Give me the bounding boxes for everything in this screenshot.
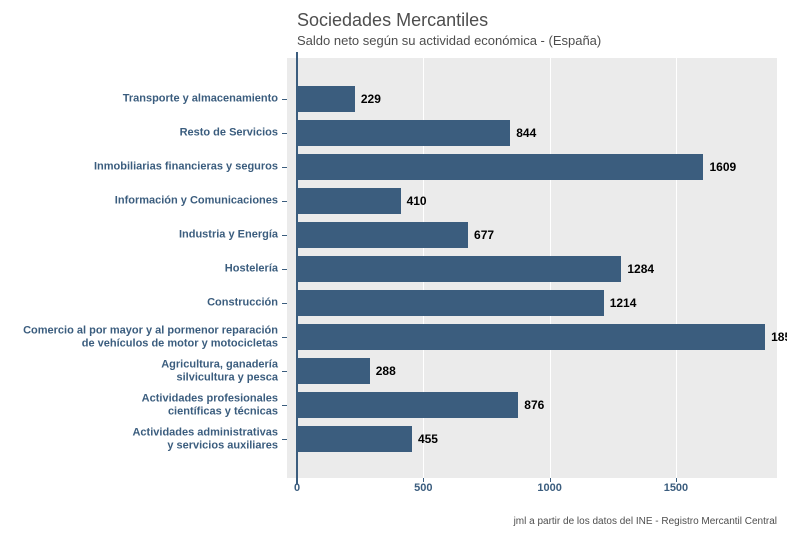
bar-row: Construcción 1214: [0, 286, 787, 320]
x-axis: 0 500 1000 1500: [0, 478, 787, 508]
chart-title: Sociedades Mercantiles: [297, 10, 601, 31]
bar-row: Agricultura, ganaderíasilvicultura y pes…: [0, 354, 787, 388]
bar: [297, 120, 510, 146]
chart-caption: jml a partir de los datos del INE - Regi…: [514, 516, 777, 527]
bar-value-label: 1853: [771, 330, 787, 344]
bar: [297, 392, 518, 418]
category-label: Hostelería: [0, 263, 278, 276]
plot-area: Transporte y almacenamiento 229 Resto de S…: [0, 58, 787, 478]
category-label: Actividades administrativasy servicios a…: [0, 426, 278, 451]
bar: [297, 188, 401, 214]
category-label: Agricultura, ganaderíasilvicultura y pes…: [0, 358, 278, 383]
bar-value-label: 410: [407, 194, 427, 208]
x-tick-label: 0: [294, 482, 300, 494]
bar-row: Inmobiliarias financieras y seguros 1609: [0, 150, 787, 184]
category-label: Resto de Servicios: [0, 127, 278, 140]
y-tick-mark: [282, 439, 287, 440]
bar: [297, 290, 604, 316]
y-tick-mark: [282, 167, 287, 168]
bar-value-label: 229: [361, 92, 381, 106]
category-label: Transporte y almacenamiento: [0, 93, 278, 106]
bar-value-label: 677: [474, 228, 494, 242]
x-tick-label: 1500: [664, 482, 688, 494]
bar-row: Transporte y almacenamiento 229: [0, 82, 787, 116]
bar-row: Actividades profesionalescientíficas y t…: [0, 388, 787, 422]
category-label: Actividades profesionalescientíficas y t…: [0, 392, 278, 417]
chart-container: Sociedades Mercantiles Saldo neto según …: [0, 0, 787, 533]
bar: [297, 426, 412, 452]
y-axis-line: [296, 52, 298, 484]
category-label: Construcción: [0, 297, 278, 310]
category-label: Industria y Energía: [0, 229, 278, 242]
x-tick-label: 1000: [537, 482, 561, 494]
bar: [297, 222, 468, 248]
y-tick-mark: [282, 99, 287, 100]
bar: [297, 86, 355, 112]
y-tick-mark: [282, 337, 287, 338]
bar-value-label: 455: [418, 432, 438, 446]
y-tick-mark: [282, 371, 287, 372]
category-label: Comercio al por mayor y al pormenor repa…: [0, 324, 278, 349]
bar-value-label: 1214: [610, 296, 637, 310]
bar-row: Hostelería 1284: [0, 252, 787, 286]
bar-row: Comercio al por mayor y al pormenor repa…: [0, 320, 787, 354]
category-label: Información y Comunicaciones: [0, 195, 278, 208]
bar-value-label: 1284: [627, 262, 654, 276]
bar: [297, 324, 765, 350]
bar-value-label: 288: [376, 364, 396, 378]
bar: [297, 154, 703, 180]
bar-value-label: 876: [524, 398, 544, 412]
y-tick-mark: [282, 405, 287, 406]
bar-value-label: 844: [516, 126, 536, 140]
bar-row: Resto de Servicios 844: [0, 116, 787, 150]
y-tick-mark: [282, 235, 287, 236]
bar: [297, 358, 370, 384]
y-tick-mark: [282, 133, 287, 134]
chart-subtitle: Saldo neto según su actividad económica …: [297, 33, 601, 48]
bar-row: Actividades administrativasy servicios a…: [0, 422, 787, 456]
bar: [297, 256, 621, 282]
category-label: Inmobiliarias financieras y seguros: [0, 161, 278, 174]
y-tick-mark: [282, 269, 287, 270]
x-tick-label: 500: [414, 482, 432, 494]
y-tick-mark: [282, 201, 287, 202]
bar-row: Industria y Energía 677: [0, 218, 787, 252]
bar-row: Información y Comunicaciones 410: [0, 184, 787, 218]
y-tick-mark: [282, 303, 287, 304]
bar-value-label: 1609: [709, 160, 736, 174]
chart-titles: Sociedades Mercantiles Saldo neto según …: [297, 10, 601, 48]
